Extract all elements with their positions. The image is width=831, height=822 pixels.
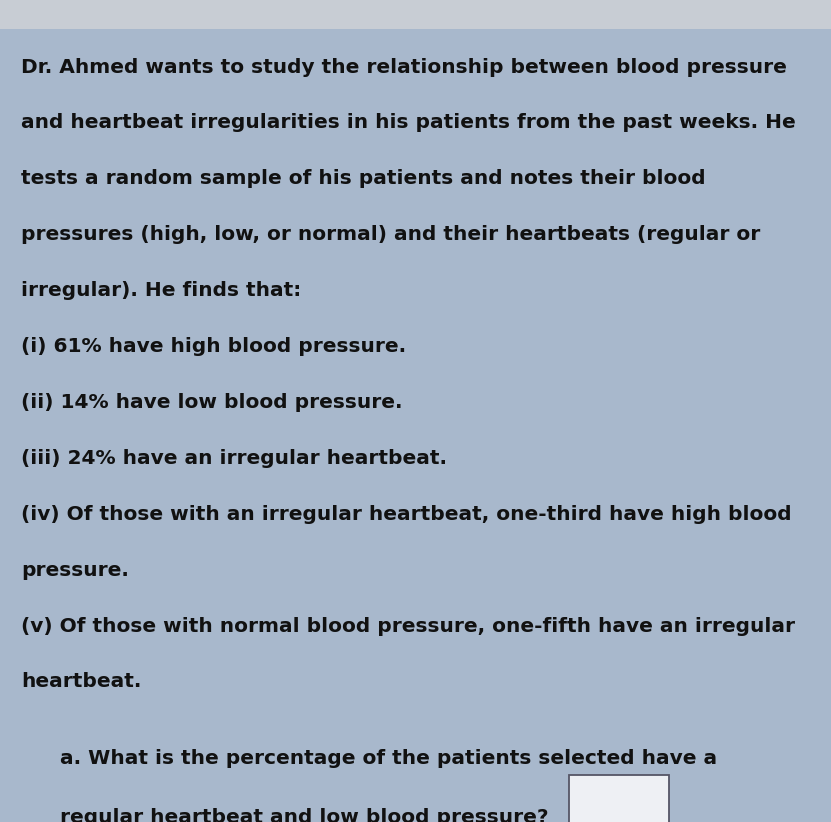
Text: (iv) Of those with an irregular heartbeat, one-third have high blood: (iv) Of those with an irregular heartbea…: [21, 505, 791, 524]
Bar: [569, 775, 669, 822]
Text: a. What is the percentage of the patients selected have a: a. What is the percentage of the patient…: [60, 749, 717, 768]
Text: Dr. Ahmed wants to study the relationship between blood pressure: Dr. Ahmed wants to study the relationshi…: [21, 58, 787, 76]
Text: (v) Of those with normal blood pressure, one-fifth have an irregular: (v) Of those with normal blood pressure,…: [21, 616, 794, 635]
Text: regular heartbeat and low blood pressure?: regular heartbeat and low blood pressure…: [60, 808, 548, 822]
Text: pressures (high, low, or normal) and their heartbeats (regular or: pressures (high, low, or normal) and the…: [21, 225, 760, 244]
Text: pressure.: pressure.: [21, 561, 129, 580]
Text: (iii) 24% have an irregular heartbeat.: (iii) 24% have an irregular heartbeat.: [21, 449, 447, 468]
Text: (ii) 14% have low blood pressure.: (ii) 14% have low blood pressure.: [21, 393, 402, 412]
Text: and heartbeat irregularities in his patients from the past weeks. He: and heartbeat irregularities in his pati…: [21, 113, 795, 132]
Text: tests a random sample of his patients and notes their blood: tests a random sample of his patients an…: [21, 169, 706, 188]
Text: irregular). He finds that:: irregular). He finds that:: [21, 281, 301, 300]
Text: heartbeat.: heartbeat.: [21, 672, 141, 691]
Text: (i) 61% have high blood pressure.: (i) 61% have high blood pressure.: [21, 337, 406, 356]
Bar: [0, 0, 831, 29]
